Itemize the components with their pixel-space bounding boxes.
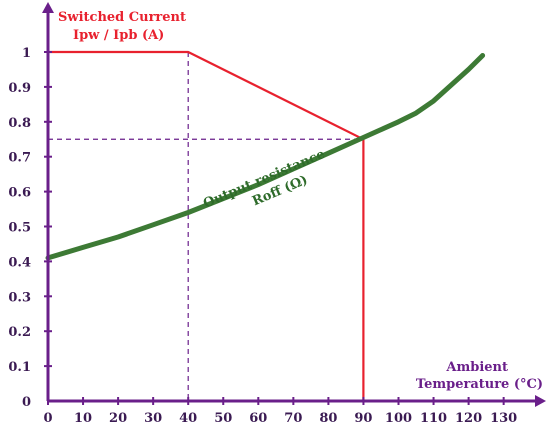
x-tick-label: 70 (284, 411, 302, 426)
output-resistance-curve (45, 53, 486, 261)
x-axis-arrow (535, 395, 546, 407)
y-tick-label: 0.9 (8, 81, 31, 96)
x-tick-label: 130 (490, 411, 517, 426)
series-layer (45, 50, 486, 403)
axes (42, 2, 546, 407)
x-tick-label: 40 (179, 411, 197, 426)
y-tick-label: 0.8 (8, 116, 31, 131)
x-tick-label: 110 (420, 411, 447, 426)
switched-current-line (46, 50, 365, 403)
y-tick-label: 0.5 (8, 221, 31, 236)
y-tick-label: 0 (22, 395, 31, 410)
x-axis-title-line-2: Temperature (°C) (416, 377, 543, 392)
x-tick-label: 20 (109, 411, 127, 426)
x-tick-label: 60 (249, 411, 267, 426)
y-axis-title-line-2: Ipw / Ipb (A) (73, 28, 164, 43)
y-tick-label: 0.2 (8, 325, 31, 340)
x-tick-label: 50 (214, 411, 232, 426)
x-tick-label: 120 (455, 411, 482, 426)
y-tick-label: 0.6 (8, 186, 31, 201)
reference-lines (48, 52, 364, 401)
x-tick-label: 80 (319, 411, 337, 426)
tick-labels: 0 10 20 30 40 50 60 70 80 90 100 110 120 130 0 0.1 0.2 0.… (8, 46, 517, 426)
y-tick-label: 1 (22, 46, 31, 61)
y-tick-label: 0.3 (8, 290, 31, 305)
x-axis-title-line-1: Ambient (445, 360, 508, 375)
x-tick-label: 90 (354, 411, 372, 426)
output-resistance-annotation: Output resistance Roff (Ω) (201, 147, 327, 212)
x-tick-label: 30 (144, 411, 162, 426)
y-axis-arrow (42, 2, 54, 13)
x-tick-label: 0 (43, 411, 52, 426)
y-axis-title-line-1: Switched Current (58, 10, 186, 25)
y-tick-label: 0.7 (8, 151, 31, 166)
x-tick-label: 10 (74, 411, 92, 426)
x-tick-label: 100 (385, 411, 412, 426)
y-tick-label: 0.4 (8, 255, 31, 270)
y-tick-label: 0.1 (8, 360, 31, 375)
